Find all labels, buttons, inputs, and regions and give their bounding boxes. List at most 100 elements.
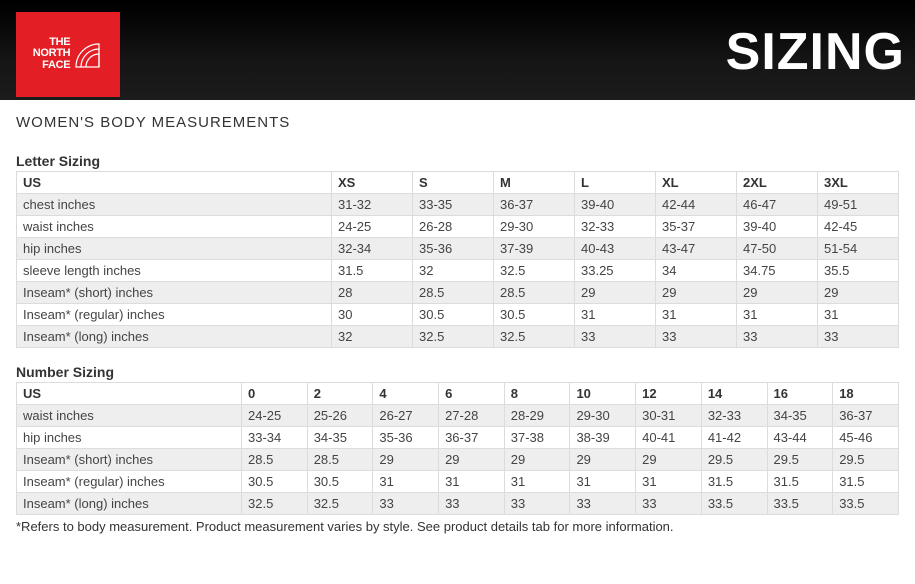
letter-cell: 32-34 (332, 238, 413, 260)
letter-cell: hip inches (17, 238, 332, 260)
number-cell: 26-27 (373, 405, 439, 427)
number-cell: 30.5 (307, 471, 373, 493)
letter-col-header: 2XL (737, 172, 818, 194)
letter-row: Inseam* (short) inches2828.528.529292929 (17, 282, 899, 304)
number-cell: 33.5 (767, 493, 833, 515)
number-cell: 35-36 (373, 427, 439, 449)
letter-row: sleeve length inches31.53232.533.253434.… (17, 260, 899, 282)
letter-cell: 36-37 (494, 194, 575, 216)
letter-cell: 33 (575, 326, 656, 348)
number-cell: 31 (570, 471, 636, 493)
letter-row: Inseam* (regular) inches3030.530.5313131… (17, 304, 899, 326)
letter-cell: 31 (575, 304, 656, 326)
header-title: SIZING (726, 22, 905, 82)
letter-sizing-table: USXSSMLXL2XL3XL chest inches31-3233-3536… (16, 171, 899, 348)
letter-cell: 31 (656, 304, 737, 326)
number-cell: 33 (570, 493, 636, 515)
number-cell: 29 (439, 449, 505, 471)
letter-cell: 28.5 (494, 282, 575, 304)
letter-cell: 47-50 (737, 238, 818, 260)
number-row: Inseam* (short) inches28.528.52929292929… (17, 449, 899, 471)
letter-cell: 35-36 (413, 238, 494, 260)
number-cell: 29.5 (767, 449, 833, 471)
letter-cell: 32 (332, 326, 413, 348)
letter-cell: 35-37 (656, 216, 737, 238)
letter-cell: 40-43 (575, 238, 656, 260)
number-cell: Inseam* (short) inches (17, 449, 242, 471)
letter-cell: 43-47 (656, 238, 737, 260)
letter-cell: 32.5 (494, 260, 575, 282)
letter-cell: 37-39 (494, 238, 575, 260)
number-cell: 31.5 (767, 471, 833, 493)
letter-header-row: USXSSMLXL2XL3XL (17, 172, 899, 194)
number-cell: 38-39 (570, 427, 636, 449)
letter-cell: 42-44 (656, 194, 737, 216)
number-cell: 30-31 (636, 405, 702, 427)
letter-cell: 31.5 (332, 260, 413, 282)
letter-cell: 32.5 (413, 326, 494, 348)
letter-cell: 30.5 (413, 304, 494, 326)
logo-line3: FACE (33, 60, 71, 72)
letter-sizing-title: Letter Sizing (16, 153, 899, 169)
letter-cell: 39-40 (737, 216, 818, 238)
number-row: Inseam* (regular) inches30.530.531313131… (17, 471, 899, 493)
number-col-header: 8 (504, 383, 570, 405)
letter-cell: 49-51 (818, 194, 899, 216)
letter-cell: 31-32 (332, 194, 413, 216)
letter-cell: waist inches (17, 216, 332, 238)
letter-cell: 28 (332, 282, 413, 304)
letter-cell: chest inches (17, 194, 332, 216)
letter-cell: 31 (737, 304, 818, 326)
letter-cell: 33.25 (575, 260, 656, 282)
number-cell: 29 (373, 449, 439, 471)
number-cell: 31 (636, 471, 702, 493)
letter-cell: 34 (656, 260, 737, 282)
letter-cell: 29 (575, 282, 656, 304)
brand-logo: THE NORTH FACE (16, 12, 120, 97)
letter-cell: 30 (332, 304, 413, 326)
number-col-header: 4 (373, 383, 439, 405)
letter-cell: 31 (818, 304, 899, 326)
number-cell: Inseam* (regular) inches (17, 471, 242, 493)
letter-cell: 28.5 (413, 282, 494, 304)
letter-cell: 29 (818, 282, 899, 304)
number-cell: 31.5 (833, 471, 899, 493)
number-cell: 36-37 (439, 427, 505, 449)
letter-cell: 39-40 (575, 194, 656, 216)
number-col-header: 12 (636, 383, 702, 405)
number-row: waist inches24-2525-2626-2727-2828-2929-… (17, 405, 899, 427)
number-cell: 32.5 (307, 493, 373, 515)
number-cell: 25-26 (307, 405, 373, 427)
letter-cell: 33 (737, 326, 818, 348)
letter-cell: 32.5 (494, 326, 575, 348)
number-header-row: US024681012141618 (17, 383, 899, 405)
number-cell: 27-28 (439, 405, 505, 427)
number-col-header: 2 (307, 383, 373, 405)
letter-cell: sleeve length inches (17, 260, 332, 282)
letter-row: chest inches31-3233-3536-3739-4042-4446-… (17, 194, 899, 216)
letter-cell: 33-35 (413, 194, 494, 216)
number-cell: waist inches (17, 405, 242, 427)
number-cell: 30.5 (242, 471, 308, 493)
number-sizing-title: Number Sizing (16, 364, 899, 380)
number-cell: 28.5 (242, 449, 308, 471)
letter-cell: 32-33 (575, 216, 656, 238)
dome-icon (73, 39, 103, 69)
number-cell: 31 (439, 471, 505, 493)
number-row: Inseam* (long) inches32.532.533333333333… (17, 493, 899, 515)
letter-row: waist inches24-2526-2829-3032-3335-3739-… (17, 216, 899, 238)
letter-cell: 33 (818, 326, 899, 348)
number-cell: 32.5 (242, 493, 308, 515)
letter-col-header: 3XL (818, 172, 899, 194)
number-cell: 45-46 (833, 427, 899, 449)
letter-cell: Inseam* (regular) inches (17, 304, 332, 326)
letter-cell: 34.75 (737, 260, 818, 282)
number-cell: 34-35 (307, 427, 373, 449)
number-cell: 32-33 (701, 405, 767, 427)
letter-cell: 29 (656, 282, 737, 304)
number-col-header: 0 (242, 383, 308, 405)
letter-cell: 30.5 (494, 304, 575, 326)
number-cell: 29.5 (701, 449, 767, 471)
number-row: hip inches33-3434-3535-3636-3737-3838-39… (17, 427, 899, 449)
letter-col-header: S (413, 172, 494, 194)
